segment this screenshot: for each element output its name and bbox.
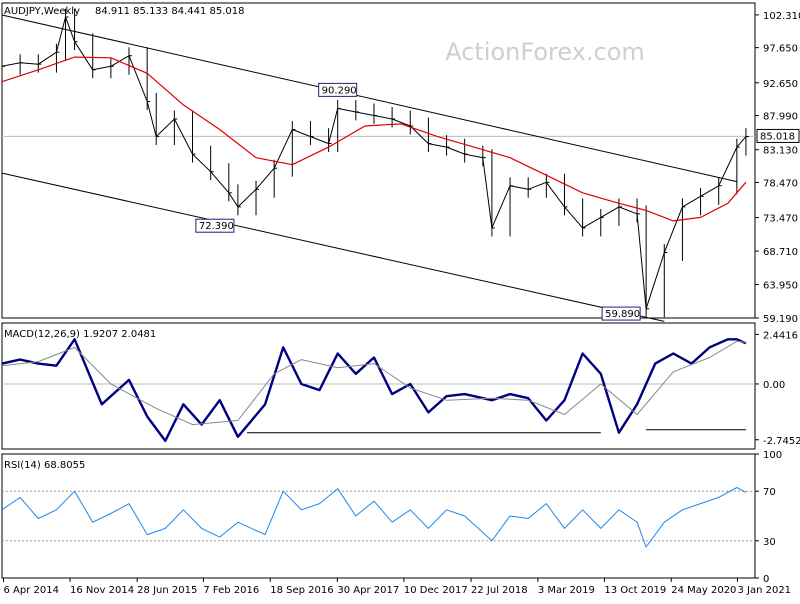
x-tick-label: 3 Jan 2021 [737,585,791,596]
x-tick-label: 3 Mar 2019 [538,585,595,596]
annotation-label: 59.890 [605,309,640,320]
x-tick-label: 16 Nov 2014 [70,585,134,596]
rsi-y-tick-label: 100 [763,450,782,461]
price-y-tick-label: 97.650 [763,44,798,55]
x-tick-label: 30 Apr 2017 [337,585,399,596]
price-panel-label: AUDJPY,Weekly [4,6,80,17]
macd-panel-frame [1,322,756,450]
x-tick-label: 28 Jun 2015 [137,585,197,596]
rsi-y-tick-label: 0 [763,574,769,585]
ohlc-readout: 84.911 85.133 84.441 85.018 [95,6,245,17]
channel-upper-line [1,14,738,183]
signal-line [1,340,746,426]
last-price-label: 85.018 [760,131,795,142]
rsi-panel-label: RSI(14) 68.8055 [4,460,85,471]
macd-y-tick-label: 2.4416 [763,330,798,341]
watermark: ActionForex.com [445,38,645,66]
price-y-tick-label: 63.950 [763,281,798,292]
x-tick-label: 18 Sep 2016 [270,585,333,596]
rsi-line [1,487,747,548]
last-price-box [756,128,800,143]
annotation-box [318,82,358,97]
annotation-box [601,306,641,321]
x-tick-label: 22 Jul 2018 [471,585,528,596]
macd-y-tick-label: -2.7452 [763,436,800,447]
macd-panel-label: MACD(12,26,9) 1.9207 2.0481 [4,329,156,340]
price-line [1,16,747,310]
price-y-tick-label: 73.470 [763,214,798,225]
price-panel-frame [1,2,756,319]
macd-y-tick-label: 0.00 [763,380,785,391]
moving-average-line [1,56,747,222]
rsi-y-tick-label: 30 [763,537,776,548]
price-y-tick-label: 87.990 [763,112,798,123]
price-y-tick-label: 68.710 [763,247,798,258]
x-tick-label: 7 Feb 2016 [203,585,259,596]
x-tick-label: 24 May 2020 [671,585,736,596]
macd-line [1,338,747,443]
x-tick-label: 13 Oct 2019 [604,585,666,596]
price-y-tick-label: 83.130 [763,146,798,157]
price-y-tick-label: 92.650 [763,79,798,90]
annotation-label: 90.290 [322,85,357,96]
annotation-label: 72.390 [199,221,234,232]
price-y-tick-label: 102.310 [763,11,800,22]
x-tick-label: 6 Apr 2014 [4,585,59,596]
rsi-panel-frame [1,453,756,579]
annotation-box [195,218,235,233]
rsi-y-tick-label: 70 [763,487,776,498]
channel-lower-line [1,172,665,322]
price-y-tick-label: 78.470 [763,178,798,189]
x-tick-label: 10 Dec 2017 [404,585,468,596]
price-y-tick-label: 59.190 [763,314,798,325]
